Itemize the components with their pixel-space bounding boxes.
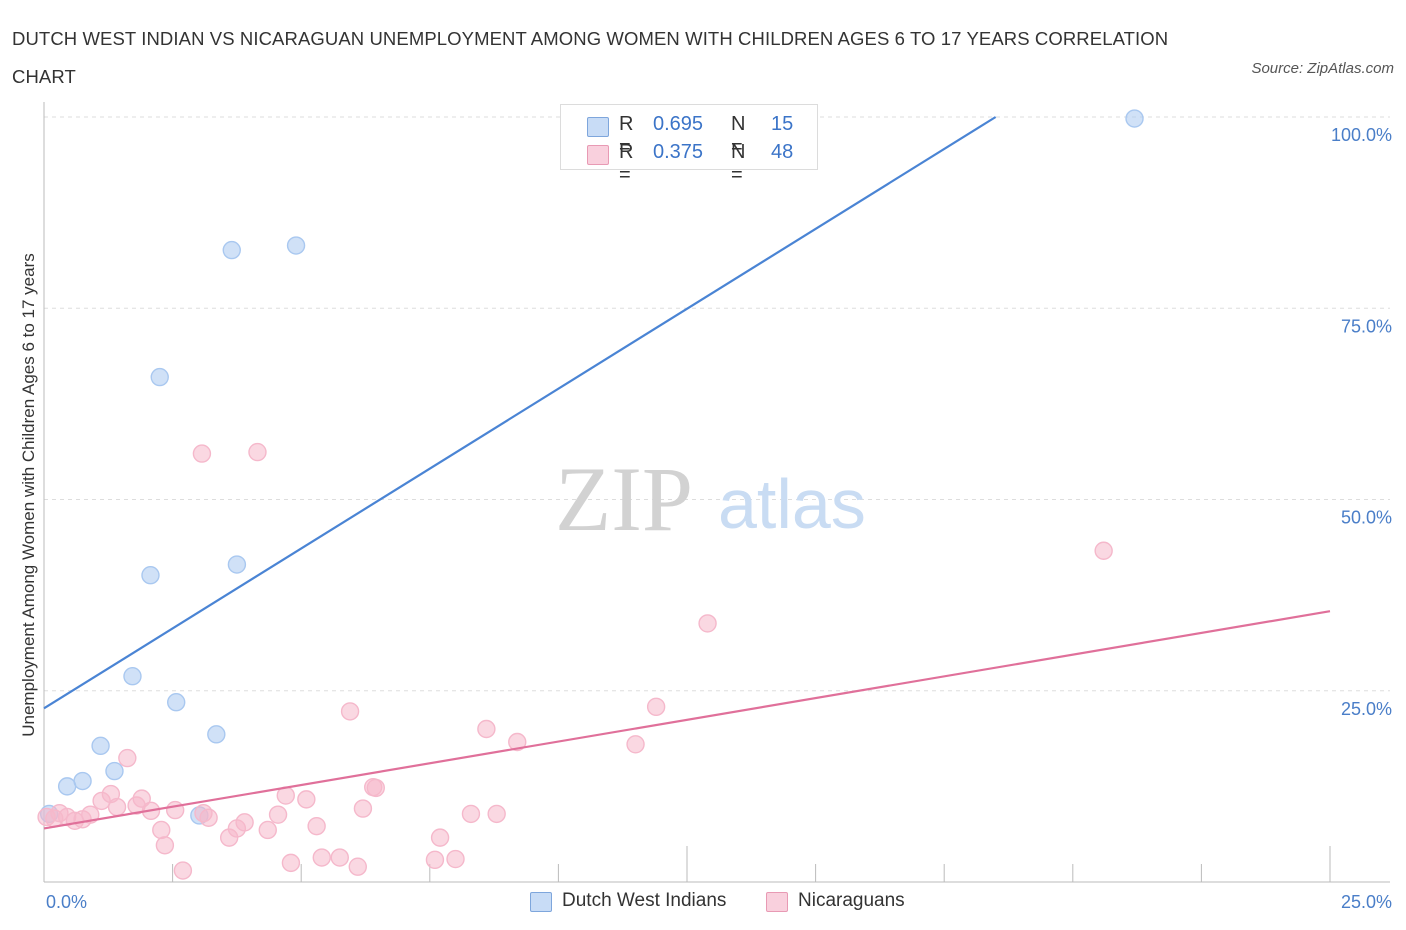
y-tick-label: 75.0% xyxy=(1341,316,1392,336)
axes xyxy=(43,102,1390,883)
nicaraguan-point xyxy=(425,850,445,870)
nicaraguan-point xyxy=(118,748,137,768)
x-tick-label: 25.0% xyxy=(1341,892,1392,912)
nicaraguan-point xyxy=(312,848,331,867)
series-legend-label: Nicaraguans xyxy=(798,890,905,911)
nicaraguan-point xyxy=(132,789,151,808)
chart-source: Source: ZipAtlas.com xyxy=(1251,60,1394,77)
nicaraguan-point xyxy=(353,799,373,818)
legend-r-label: R = xyxy=(619,141,634,186)
legend-swatch-dutch xyxy=(587,117,609,137)
nicaraguan-point xyxy=(307,816,326,836)
trend-lines xyxy=(43,116,1331,830)
tick-labels: 25.0% 50.0% 75.0% 100.0% 0.0% 25.0% xyxy=(46,125,1392,912)
legend-swatch-nicaraguans xyxy=(587,145,609,165)
dutch-west-indian-point xyxy=(105,761,124,781)
y-tick-label: 25.0% xyxy=(1341,699,1392,719)
nicaraguan-point xyxy=(281,853,301,873)
chart-title: DUTCH WEST INDIAN VS NICARAGUAN UNEMPLOY… xyxy=(12,28,1169,87)
dutch-west-indian-point xyxy=(286,236,306,255)
dutch-west-indian-point xyxy=(167,693,186,712)
nicaraguan-point xyxy=(446,849,465,869)
dutch-west-indian-point xyxy=(57,777,77,796)
dutch-west-indian-point xyxy=(91,736,110,756)
y-tick-label: 50.0% xyxy=(1341,508,1392,528)
series-legend-swatch xyxy=(766,892,788,912)
x-tick-label: 0.0% xyxy=(46,892,87,912)
legend-n-label: N = xyxy=(731,113,746,158)
legend-r-value: 0.695 xyxy=(653,113,704,135)
nicaraguan-point xyxy=(477,719,496,739)
nicaraguan-point xyxy=(1094,541,1113,560)
dutch-west-indian-trend-line xyxy=(43,116,997,710)
dutch-west-indian-point xyxy=(1125,109,1144,128)
nicaraguan-point xyxy=(330,848,349,867)
nicaraguan-point xyxy=(165,800,185,820)
dutch-west-indian-point xyxy=(222,240,241,260)
nicaraguan-point xyxy=(461,804,481,824)
nicaraguan-point xyxy=(646,697,666,717)
nicaraguan-point xyxy=(258,820,277,840)
watermark-zip: ZIP xyxy=(555,448,693,550)
nicaraguan-point xyxy=(155,836,175,855)
nicaraguan-point xyxy=(199,808,218,827)
data-points xyxy=(37,109,1144,880)
legend-n-value: 48 xyxy=(771,141,794,163)
series-legend-label: Dutch West Indians xyxy=(562,890,727,911)
legend-n-label: N = xyxy=(731,141,746,186)
nicaraguan-trend-line xyxy=(43,610,1331,830)
nicaraguan-point xyxy=(248,442,267,462)
y-axis-label: Unemployment Among Women with Children A… xyxy=(19,253,38,737)
nicaraguan-point xyxy=(235,813,254,832)
nicaraguan-point xyxy=(192,444,212,463)
nicaraguan-point xyxy=(173,861,193,880)
nicaraguan-point xyxy=(626,735,645,754)
nicaraguan-point xyxy=(508,732,527,752)
nicaraguan-point xyxy=(366,778,385,798)
nicaraguan-point xyxy=(268,805,288,824)
nicaraguan-point xyxy=(297,790,316,809)
nicaraguan-point xyxy=(698,614,717,633)
dutch-west-indian-point xyxy=(227,555,247,574)
nicaraguan-point xyxy=(348,857,367,876)
grid-lines xyxy=(44,116,1390,692)
legend-r-value: 0.375 xyxy=(653,141,704,163)
dutch-west-indian-point xyxy=(123,667,142,686)
watermark-atlas: atlas xyxy=(718,465,866,543)
dutch-west-indian-point xyxy=(207,725,226,744)
legend-n-value: 15 xyxy=(771,113,794,135)
nicaraguan-point xyxy=(487,804,506,824)
nicaraguan-point xyxy=(430,828,450,847)
legend-r-label: R = xyxy=(619,113,634,158)
correlation-legend: R = 0.695 N = 15 R = 0.375 N = 48 xyxy=(560,104,818,186)
nicaraguan-point xyxy=(340,702,360,721)
nicaraguan-point xyxy=(107,797,127,817)
dutch-west-indian-point xyxy=(150,367,169,387)
dutch-west-indian-point xyxy=(73,771,92,791)
dutch-west-indian-point xyxy=(141,566,160,585)
nicaraguan-point xyxy=(152,820,171,840)
y-tick-label: 100.0% xyxy=(1331,125,1392,145)
series-legend-swatch xyxy=(530,892,552,912)
